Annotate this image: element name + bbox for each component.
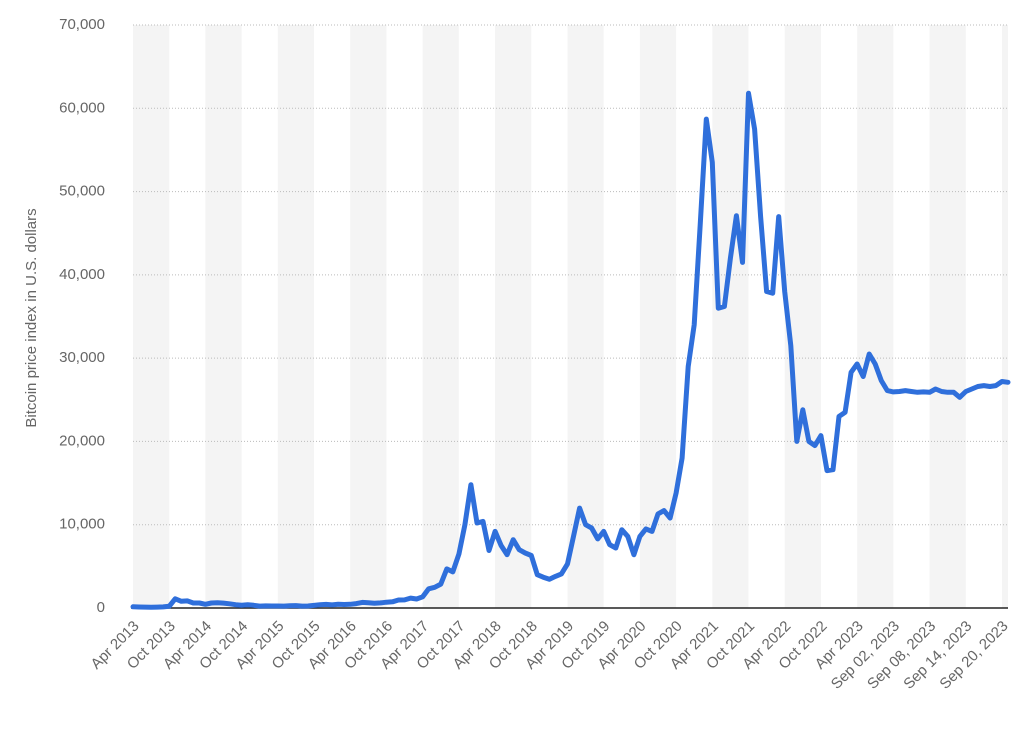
y-tick-label: 0 [97,599,105,616]
y-axis-title: Bitcoin price index in U.S. dollars [23,208,40,427]
background-band [495,25,532,608]
background-band [857,25,894,608]
price-line [130,90,1011,610]
y-tick-label: 40,000 [59,266,105,283]
background-band [712,25,749,608]
background-band [929,25,966,608]
y-tick-label: 10,000 [59,516,105,533]
y-tick-label: 30,000 [59,349,105,366]
background-band [784,25,821,608]
y-tick-label: 60,000 [59,99,105,116]
background-band [422,25,459,608]
background-band [277,25,315,608]
background-band [1001,25,1008,608]
background-bands [133,25,1008,608]
background-band [133,25,170,608]
background-band [567,25,604,608]
y-tick-label: 50,000 [59,183,105,200]
background-band [350,25,387,608]
y-tick-label: 20,000 [59,432,105,449]
y-tick-label: 70,000 [59,16,105,33]
background-band [205,25,242,608]
